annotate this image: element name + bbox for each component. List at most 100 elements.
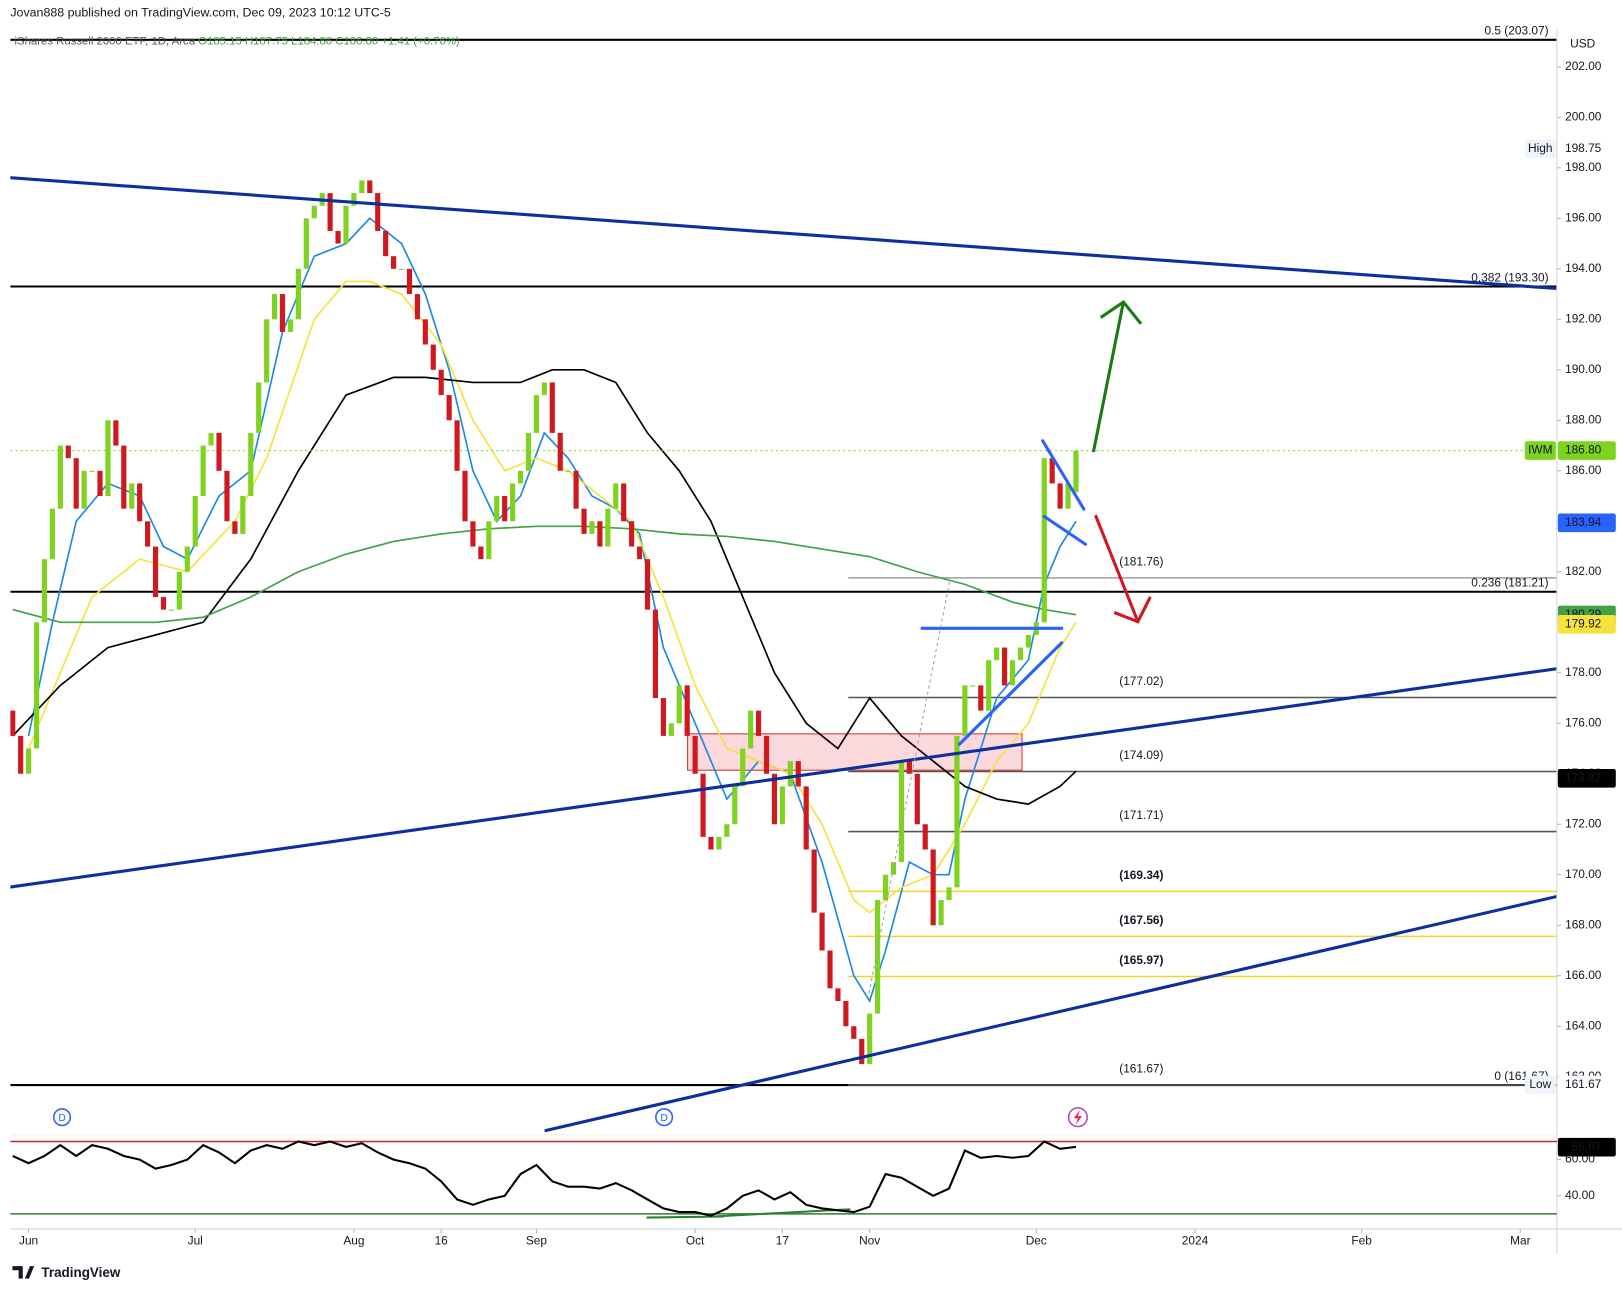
candle xyxy=(811,849,817,913)
candle xyxy=(160,597,167,610)
badge-tag-label: Low xyxy=(1529,1077,1551,1091)
x-tick-label: Aug xyxy=(343,1233,364,1247)
y-tick-label: 188.00 xyxy=(1565,412,1602,426)
candle xyxy=(57,445,63,509)
candle xyxy=(73,458,79,509)
candle xyxy=(779,786,785,825)
y-tick-label: 186.00 xyxy=(1565,463,1602,477)
candle xyxy=(946,887,952,900)
badge-tag-label: IWM xyxy=(1528,443,1552,457)
candle xyxy=(700,773,706,837)
candle xyxy=(1057,483,1063,509)
candle xyxy=(930,849,936,926)
candle xyxy=(565,470,571,472)
candle xyxy=(740,748,746,787)
candle xyxy=(676,685,682,724)
level-label: 0.236 (181.21) xyxy=(1471,576,1548,590)
candle xyxy=(978,685,984,711)
trendline xyxy=(957,641,1064,746)
candle xyxy=(303,218,309,269)
rsi-tick-label: 40.00 xyxy=(1565,1188,1595,1202)
candle xyxy=(756,710,762,736)
x-tick-label: Jun xyxy=(19,1233,38,1247)
candle xyxy=(970,685,976,687)
candle xyxy=(581,508,587,534)
ohlc-high: H187.75 xyxy=(245,35,288,47)
x-tick-label: 2024 xyxy=(1182,1233,1209,1247)
level-label: (167.56) xyxy=(1119,913,1163,927)
candle xyxy=(295,268,301,320)
trendline xyxy=(1041,439,1086,511)
candle xyxy=(597,521,603,547)
symbol-legend: iShares Russell 2000 ETF, 1D, Arca O185.… xyxy=(14,35,459,47)
candle xyxy=(906,761,912,774)
level-label: (171.71) xyxy=(1119,808,1163,822)
candle xyxy=(240,496,246,534)
candle xyxy=(859,1038,865,1065)
candle xyxy=(494,496,500,522)
price-badge xyxy=(1557,1075,1616,1095)
candle xyxy=(287,319,294,332)
candle xyxy=(898,761,905,863)
y-tick-label: 176.00 xyxy=(1565,715,1602,729)
candle xyxy=(629,521,635,547)
candle xyxy=(502,496,508,522)
currency: USD xyxy=(1570,37,1595,51)
candle xyxy=(557,432,563,471)
candle xyxy=(414,294,420,320)
candle xyxy=(573,470,579,509)
candle xyxy=(843,1000,849,1027)
candle xyxy=(446,395,452,421)
level-label: (169.34) xyxy=(1119,868,1163,882)
candle xyxy=(462,470,468,522)
candle xyxy=(748,710,754,749)
level-label: 0.5 (203.07) xyxy=(1485,24,1549,38)
price-badge-label: 179.92 xyxy=(1565,616,1601,630)
candle xyxy=(708,836,714,850)
candle xyxy=(763,735,770,774)
badge-tag xyxy=(1524,441,1556,460)
level-label: (161.67) xyxy=(1119,1062,1163,1076)
candle xyxy=(359,180,365,194)
candle xyxy=(1065,483,1071,509)
y-tick-label: 194.00 xyxy=(1565,261,1602,275)
candle xyxy=(454,420,460,471)
projection-line xyxy=(868,581,951,994)
candle xyxy=(248,432,254,497)
candle xyxy=(724,824,730,837)
candle xyxy=(644,559,651,610)
candle xyxy=(486,521,492,560)
candle xyxy=(510,483,516,522)
rsi-badge-label: 66.87 xyxy=(1572,1139,1602,1153)
y-tick-label: 200.00 xyxy=(1565,109,1602,123)
candle xyxy=(81,470,87,509)
y-tick-label: 190.00 xyxy=(1565,362,1602,376)
candle xyxy=(1009,660,1016,686)
price-badge-label: 198.75 xyxy=(1565,141,1602,155)
candle xyxy=(279,294,286,332)
candle xyxy=(732,786,738,825)
candle xyxy=(65,445,71,459)
y-tick-label: 182.00 xyxy=(1565,564,1602,578)
ohlc-change: +1.41 (+0.76%) xyxy=(381,35,460,47)
candle xyxy=(26,748,32,774)
dividend-marker: D xyxy=(53,1108,72,1127)
trendline xyxy=(1042,514,1088,546)
x-tick-label: Jul xyxy=(188,1233,203,1247)
badge-tag xyxy=(1524,1075,1556,1095)
candle xyxy=(311,205,317,219)
logo xyxy=(12,1266,35,1279)
candle xyxy=(375,193,381,231)
price-badge xyxy=(1557,441,1616,460)
candle xyxy=(176,571,182,610)
candle xyxy=(97,470,103,497)
candle xyxy=(827,950,833,989)
candle xyxy=(438,369,444,396)
trendline xyxy=(10,667,1557,889)
marker-label: D xyxy=(58,1113,65,1124)
candle xyxy=(660,698,666,736)
header: Jovan888 published on TradingView.com, D… xyxy=(10,6,391,20)
main-pane: (181.76) (177.02) (174.09) (171.71) (169.34)… xyxy=(10,38,1557,1133)
x-tick-label: Nov xyxy=(859,1233,880,1247)
